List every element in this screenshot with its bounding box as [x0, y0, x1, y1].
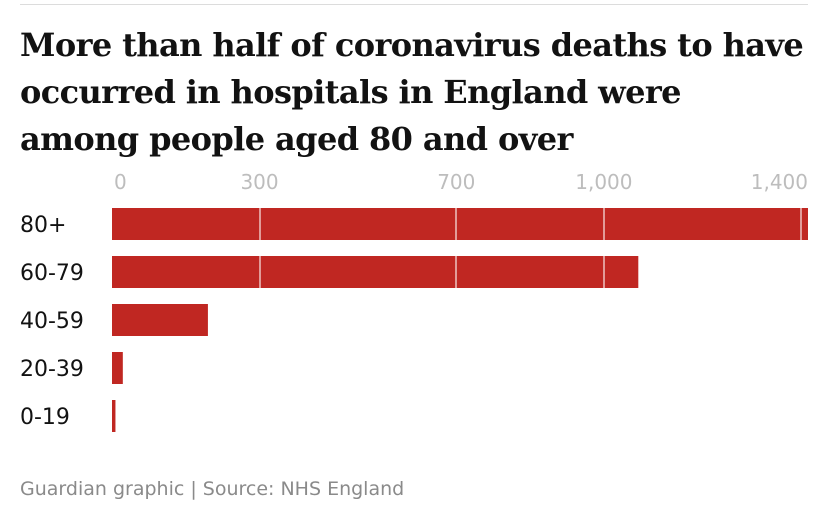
bar-60-79 [112, 256, 639, 288]
bar-0-19 [112, 400, 116, 432]
x-tick-label: 1,400 [751, 170, 808, 194]
category-labels: 80+ 60-79 40-59 20-39 0-19 [20, 213, 84, 430]
bar-40-59 [112, 304, 208, 336]
x-tick-label: 1,000 [575, 170, 632, 194]
bar-80+ [112, 208, 808, 240]
category-label: 20-39 [20, 357, 84, 382]
bar-20-39 [112, 352, 123, 384]
x-tick-label: 300 [240, 170, 278, 194]
category-label: 60-79 [20, 261, 84, 286]
category-label: 80+ [20, 213, 66, 238]
category-label: 0-19 [20, 405, 70, 430]
gridlines [259, 203, 802, 288]
bar-chart: 0 300 700 1,000 1,400 80+ 60-79 40-59 20-39 0-19 [20, 170, 808, 432]
x-tick-label: 0 [114, 170, 127, 194]
x-tick-label: 700 [437, 170, 475, 194]
category-label: 40-59 [20, 309, 84, 334]
bars [112, 208, 808, 432]
top-rule [20, 4, 808, 5]
x-axis-ticks: 0 300 700 1,000 1,400 [114, 170, 808, 194]
source-note: Guardian graphic | Source: NHS England [20, 478, 405, 500]
chart-title: More than half of coronavirus deaths to … [20, 26, 804, 158]
